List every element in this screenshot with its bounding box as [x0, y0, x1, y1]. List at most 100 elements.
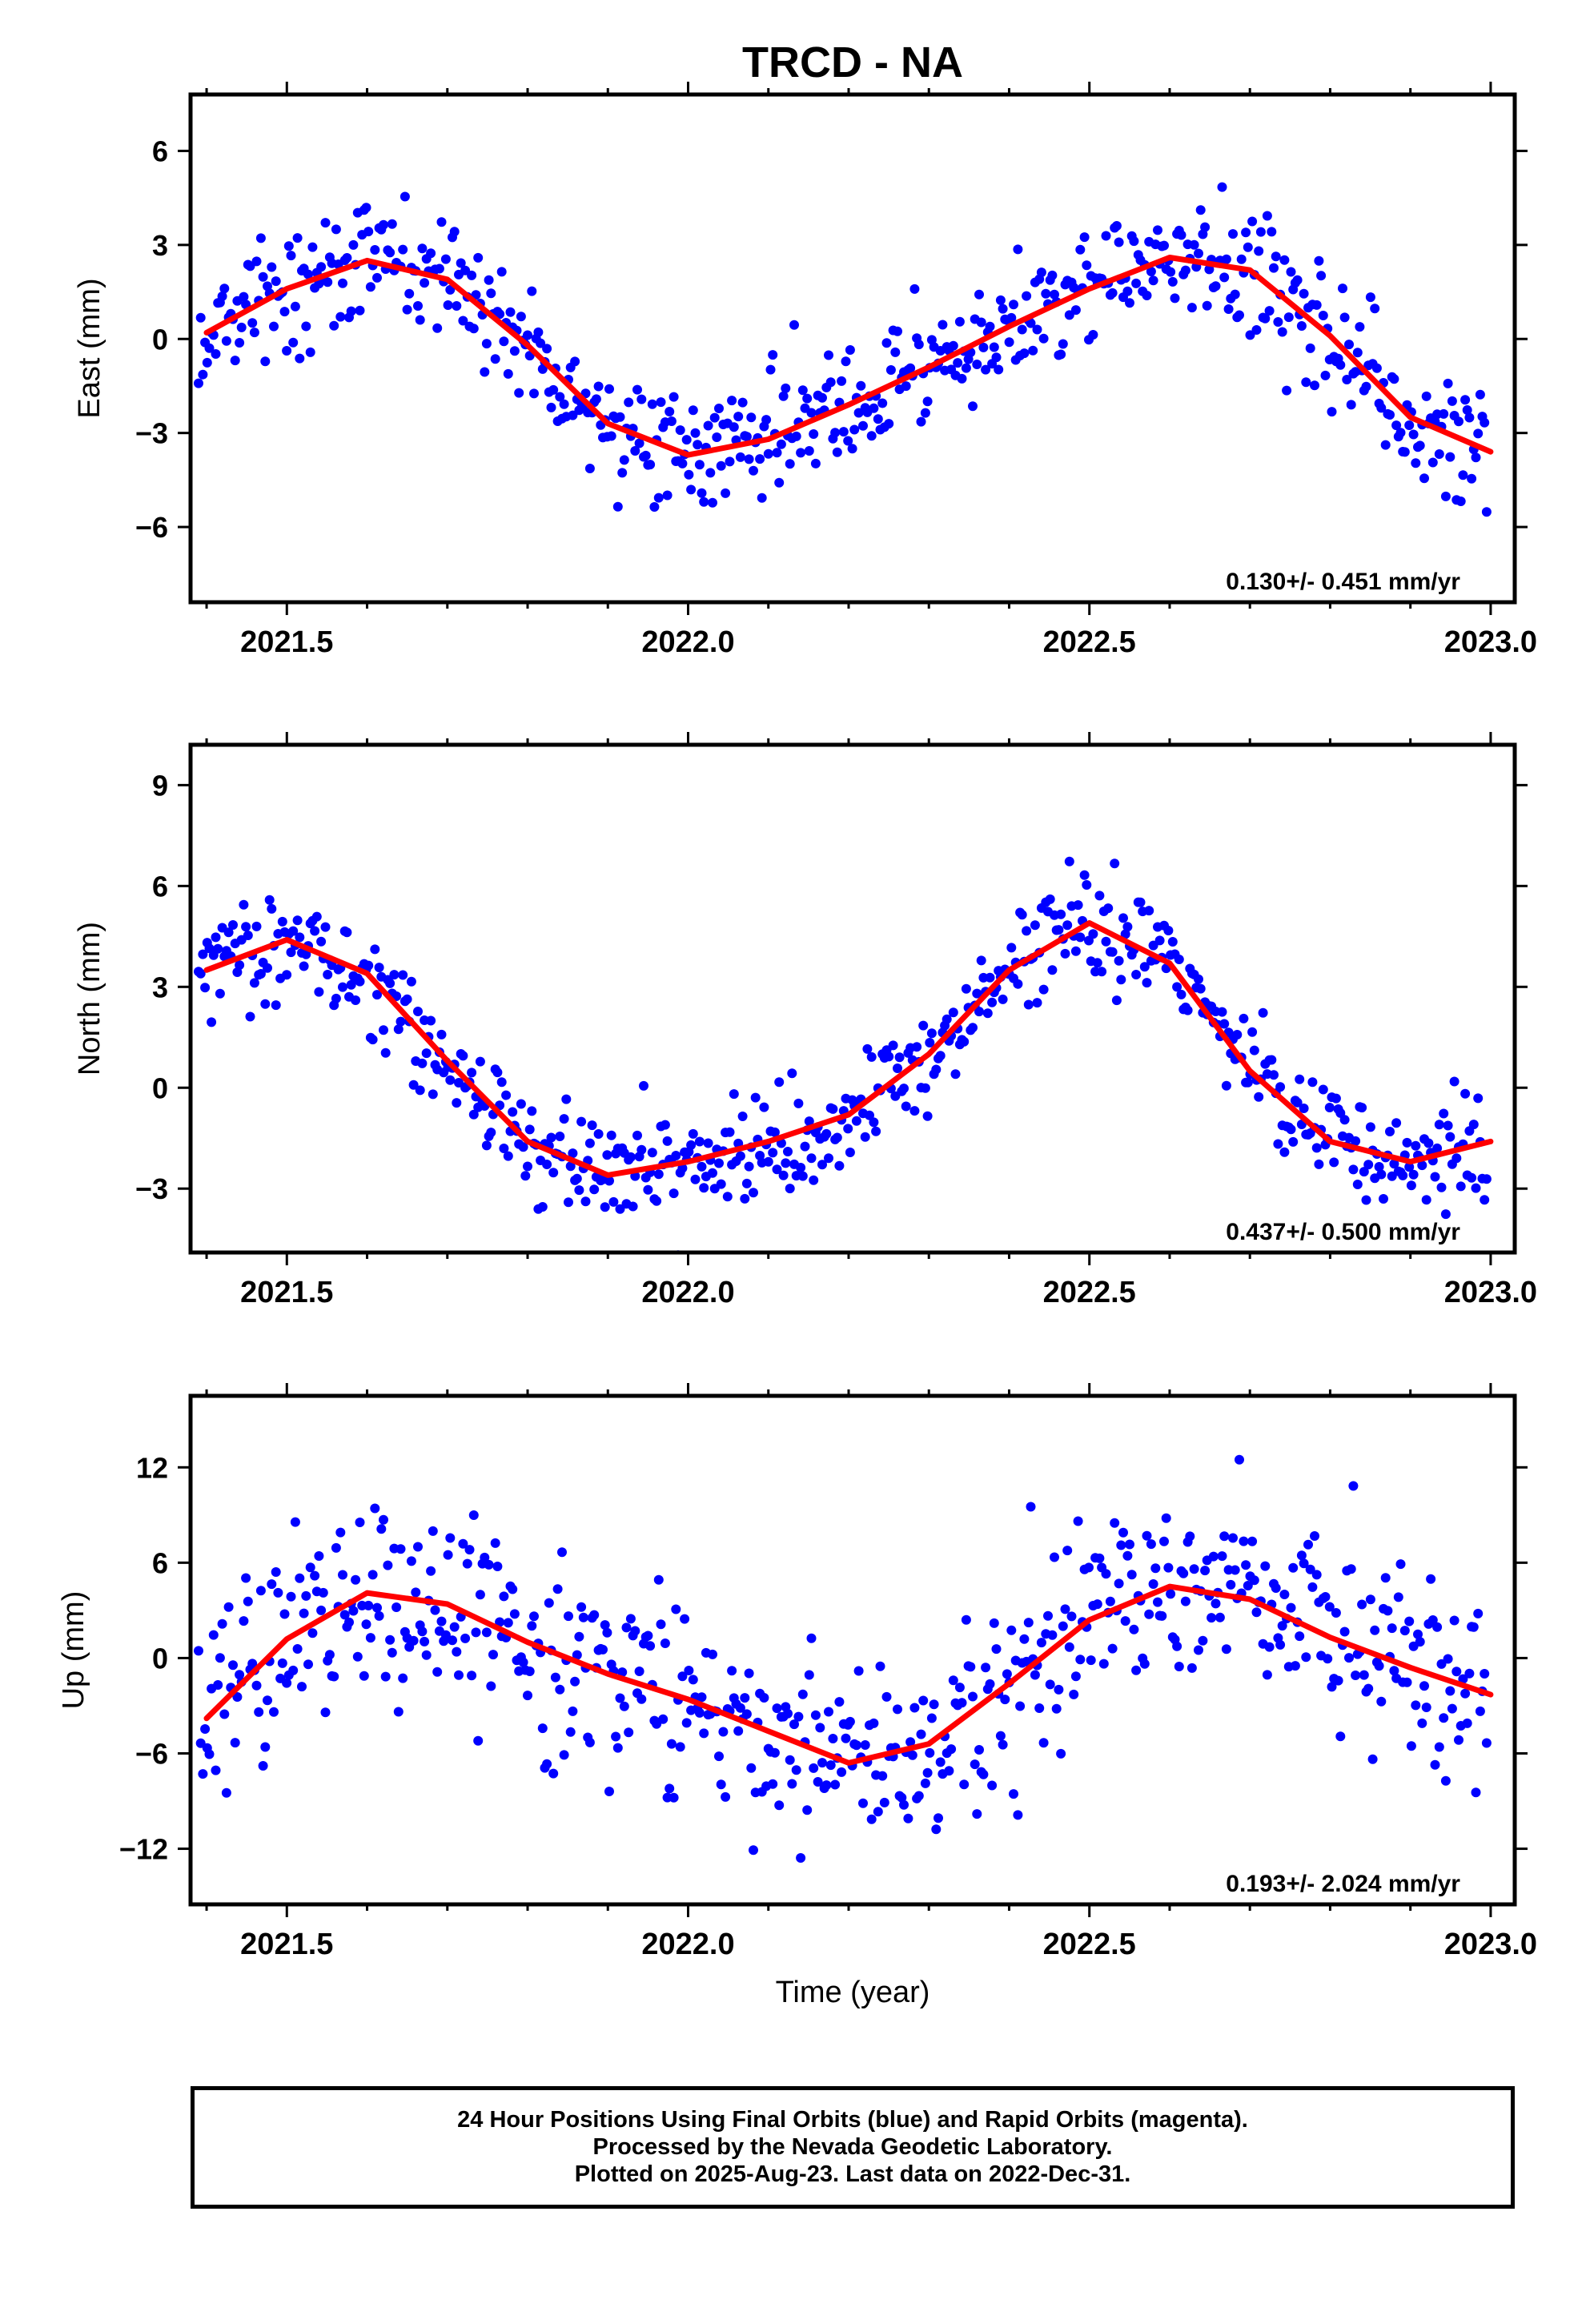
data-point [211, 1765, 221, 1775]
data-point [1103, 903, 1114, 914]
data-point [1185, 1531, 1195, 1542]
data-point [508, 1107, 518, 1117]
data-point [1454, 1735, 1464, 1745]
data-point [1176, 230, 1186, 240]
data-point [1458, 470, 1468, 480]
data-point [367, 1570, 378, 1580]
data-point [421, 1650, 432, 1660]
data-point [690, 1174, 701, 1184]
data-point [1167, 937, 1178, 947]
data-point [885, 365, 896, 375]
data-point [565, 1727, 576, 1737]
data-point [1475, 389, 1485, 400]
data-point [1331, 1093, 1341, 1104]
data-point [1481, 1174, 1492, 1184]
data-point [1286, 1602, 1296, 1613]
data-point [1421, 391, 1431, 401]
data-point [1043, 1610, 1053, 1621]
data-point [845, 1148, 855, 1157]
data-point [559, 1114, 569, 1124]
y-tick-label: 0 [152, 323, 168, 356]
data-point [931, 1824, 942, 1835]
data-point [604, 1176, 614, 1186]
data-point [267, 1579, 277, 1590]
data-point [1434, 1742, 1444, 1752]
data-point [714, 1751, 724, 1762]
data-point [712, 432, 722, 442]
x-tick-label: 2022.5 [1043, 1928, 1136, 1961]
data-point [1454, 416, 1464, 427]
data-point [468, 1109, 479, 1120]
data-point [645, 1641, 656, 1651]
data-point [944, 1766, 954, 1776]
data-point [675, 1742, 685, 1752]
data-point [283, 241, 294, 251]
data-point [1122, 286, 1133, 296]
data-point [1365, 1594, 1375, 1605]
data-point [1254, 1092, 1264, 1102]
data-point [769, 1747, 780, 1758]
data-point [1348, 1481, 1359, 1491]
data-point [1107, 287, 1118, 298]
data-point [537, 364, 548, 374]
data-point [1118, 913, 1128, 923]
data-point [1208, 1551, 1219, 1562]
data-point [931, 1064, 942, 1075]
data-point [1017, 910, 1027, 920]
data-point [1290, 1661, 1300, 1671]
data-point [922, 1111, 933, 1121]
data-point [271, 276, 281, 287]
data-point [834, 1160, 845, 1171]
data-point [684, 1666, 694, 1675]
data-point [1139, 1659, 1150, 1669]
data-point [320, 922, 331, 932]
data-point [1172, 982, 1182, 992]
data-point [995, 295, 1006, 305]
y-tick-label: 0 [152, 1642, 168, 1675]
data-point [402, 994, 412, 1004]
data-point [866, 1051, 877, 1062]
data-point [251, 256, 262, 267]
data-point [385, 1634, 395, 1645]
data-point [628, 1201, 638, 1212]
data-point [1139, 962, 1150, 972]
data-point [741, 1178, 752, 1188]
data-point [851, 1116, 861, 1126]
data-point [299, 961, 309, 971]
data-point [282, 346, 292, 356]
data-point [1473, 428, 1484, 439]
up-y-axis-label: Up (mm) [57, 1591, 90, 1710]
data-point [400, 191, 410, 202]
data-point [1228, 1533, 1238, 1543]
data-point [496, 1077, 507, 1088]
data-point [897, 1792, 907, 1803]
data-point [1131, 1665, 1142, 1675]
data-point [987, 997, 998, 1007]
data-point [1032, 324, 1042, 335]
data-point [881, 338, 892, 348]
data-point [697, 488, 707, 498]
data-point [194, 378, 203, 388]
data-point [1047, 1630, 1058, 1640]
data-point [665, 1783, 675, 1794]
data-point [486, 1128, 496, 1138]
data-point [295, 932, 305, 943]
data-point [436, 1029, 447, 1039]
data-point [1440, 491, 1451, 501]
data-point [920, 1083, 930, 1093]
data-point [413, 1007, 423, 1016]
data-point [290, 301, 300, 312]
data-point [524, 1667, 535, 1676]
data-point [865, 1110, 874, 1120]
data-point [625, 1152, 636, 1162]
data-point [800, 1141, 810, 1152]
east-model-curve [203, 255, 1494, 458]
data-point [467, 270, 477, 280]
data-point [374, 1610, 384, 1621]
data-point [195, 968, 206, 979]
data-point [1163, 1562, 1174, 1573]
data-point [1417, 1718, 1427, 1728]
data-point [1352, 348, 1363, 358]
data-point [725, 456, 735, 467]
x-tick-label: 2022.5 [1043, 1276, 1136, 1309]
